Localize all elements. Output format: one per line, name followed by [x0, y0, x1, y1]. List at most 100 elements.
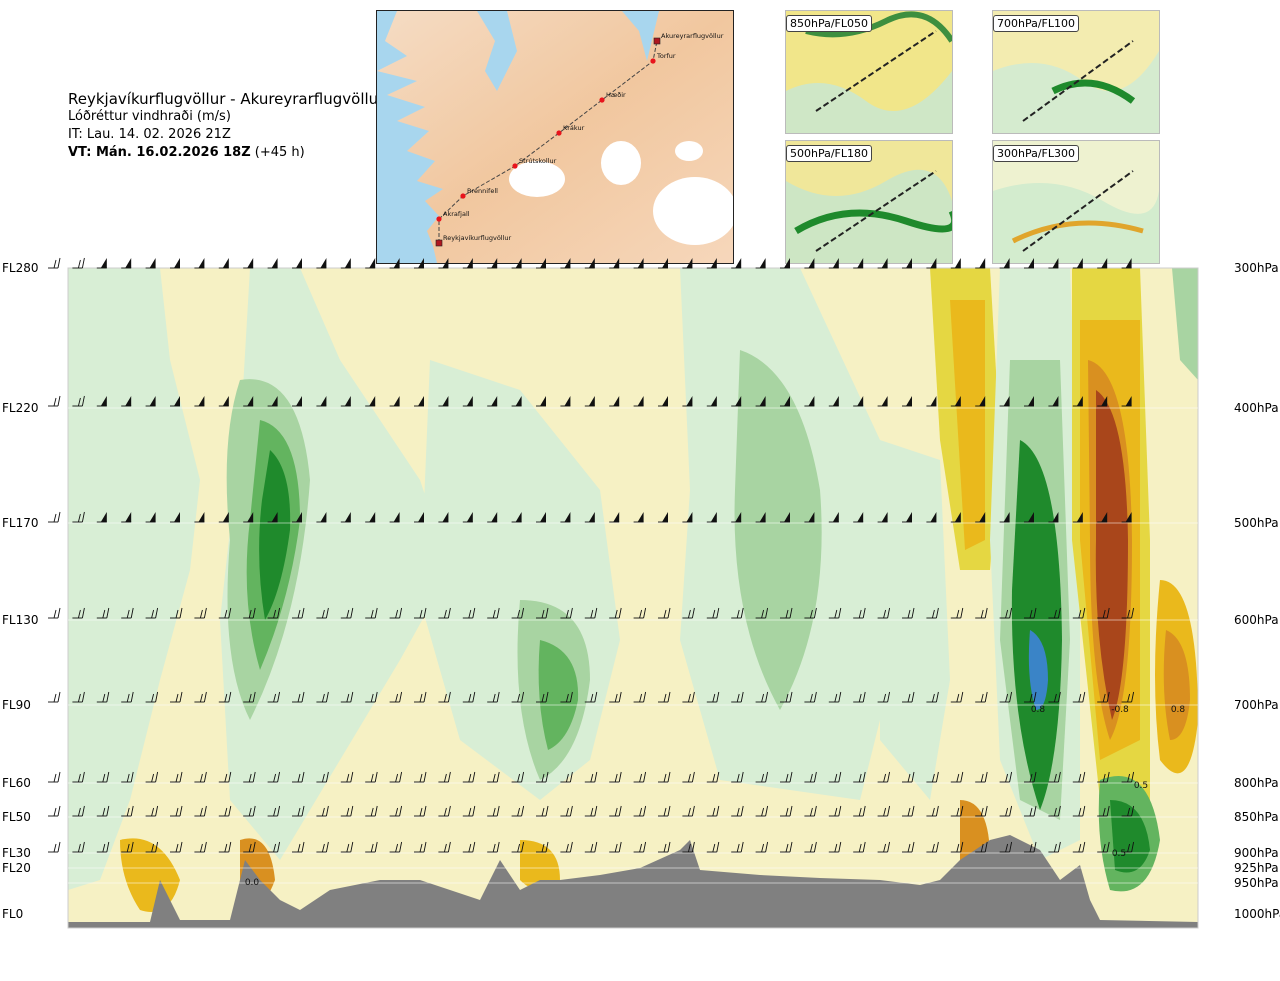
wind-barb: [658, 805, 671, 817]
wind-barb: [780, 607, 793, 619]
wind-barb: [780, 771, 793, 783]
map-point: Krákur: [556, 124, 585, 136]
wind-barb: [804, 258, 815, 269]
wind-barb: [170, 691, 183, 703]
wind-barb: [121, 805, 134, 817]
fl-label: FL30: [2, 846, 31, 860]
valid-time-bold: VT: Mán. 16.02.2026 18Z: [68, 145, 251, 160]
wind-barb: [1024, 258, 1034, 269]
hpa-label: 300hPa: [1234, 261, 1279, 275]
wind-barb: [877, 771, 891, 783]
wind-barb: [828, 607, 842, 619]
wind-barb: [72, 771, 85, 783]
wind-barb: [804, 512, 815, 523]
wind-barb: [243, 396, 254, 407]
wind-barb: [706, 771, 720, 783]
wind-barb: [316, 396, 327, 407]
fl-label: FL60: [2, 776, 31, 790]
wind-barb: [1024, 805, 1037, 817]
wind-barb: [584, 841, 598, 853]
wind-barb: [267, 771, 281, 783]
wind-barb: [389, 771, 403, 783]
wind-barb: [780, 691, 793, 703]
wind-barb: [145, 607, 159, 619]
map-point-label: Strútskollur: [519, 157, 557, 165]
wind-barb: [292, 841, 305, 853]
wind-barb: [1072, 805, 1086, 817]
wind-barb: [755, 258, 766, 269]
wind-barb: [267, 691, 281, 703]
wind-barb: [72, 395, 85, 407]
wind-barb: [340, 805, 354, 817]
wind-barb: [731, 841, 744, 853]
contour-label: 0.8: [1171, 705, 1186, 715]
wind-barb: [853, 841, 866, 853]
wind-barb: [804, 805, 817, 817]
fl-label: FL20: [2, 861, 31, 875]
wind-barb: [658, 691, 671, 703]
wind-barb: [755, 841, 769, 853]
wind-barb: [365, 396, 376, 407]
hpa-label: 850hPa: [1234, 810, 1279, 824]
wind-barb: [48, 395, 61, 407]
wind-barb: [438, 396, 449, 407]
wind-barb: [682, 512, 693, 523]
wind-barb: [780, 841, 793, 853]
fl-label: FL170: [2, 516, 39, 530]
wind-barb: [267, 258, 278, 269]
wind-barb: [975, 512, 986, 523]
wind-barb: [389, 512, 400, 523]
wind-barb: [243, 771, 256, 783]
wind-barb: [316, 841, 329, 853]
wind-barb: [511, 258, 522, 269]
wind-barb: [828, 396, 839, 407]
wind-barb: [658, 607, 671, 619]
wind-barb: [365, 512, 376, 523]
wind-barb: [1072, 396, 1083, 407]
wind-barb: [1048, 771, 1061, 783]
minimap-700-svg: [993, 11, 1159, 133]
valid-time: VT: Mán. 16.02.2026 18Z (+45 h): [68, 144, 384, 162]
wind-barb: [731, 771, 744, 783]
wind-barb: [194, 607, 207, 619]
wind-barb: [1097, 771, 1110, 783]
wind-barb: [658, 512, 668, 523]
wind-barb: [292, 771, 305, 783]
wind-barb: [48, 257, 61, 269]
wind-barb: [96, 805, 110, 817]
wind-barb: [609, 691, 622, 703]
wind-barb: [145, 771, 159, 783]
wind-barb: [804, 691, 817, 703]
wind-barb: [462, 607, 476, 619]
wind-barb: [658, 258, 668, 269]
wind-barb: [292, 607, 305, 619]
wind-barb: [950, 607, 964, 619]
wind-barb: [877, 805, 891, 817]
wind-barb: [121, 607, 134, 619]
wind-barb: [1121, 512, 1132, 523]
wind-barb: [218, 607, 232, 619]
wind-barb: [999, 771, 1013, 783]
wind-barb: [414, 258, 424, 269]
wind-barb: [487, 607, 500, 619]
minimap-500: 500hPa/FL180: [785, 140, 953, 264]
wind-barb: [926, 805, 939, 817]
wind-barb: [706, 841, 720, 853]
wind-barb: [340, 512, 351, 523]
wind-barb: [853, 607, 866, 619]
wind-barb: [170, 841, 183, 853]
level-lines: [68, 407, 1198, 884]
wind-barb: [926, 607, 939, 619]
wind-barb: [584, 805, 598, 817]
wind-barb: [780, 512, 790, 523]
wind-barb: [877, 512, 888, 523]
wind-barb: [536, 691, 549, 703]
wind-barb: [584, 396, 595, 407]
wind-barb: [902, 771, 915, 783]
wind-barb: [267, 841, 281, 853]
wind-barb: [340, 258, 351, 269]
wind-barb: [1097, 691, 1110, 703]
wind-barb: [853, 805, 866, 817]
wind-barb: [536, 607, 549, 619]
wind-barb: [755, 691, 769, 703]
